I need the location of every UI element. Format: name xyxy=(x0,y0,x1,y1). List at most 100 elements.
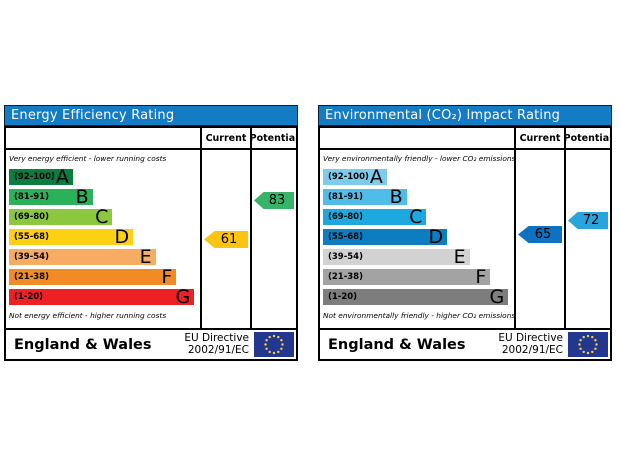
band-letter: F xyxy=(475,265,487,288)
band-row-b: (81-91) B xyxy=(323,185,511,208)
energy-efficiency-chart: Energy Efficiency Rating Very energy eff… xyxy=(4,105,298,361)
band-letter: D xyxy=(428,225,444,248)
caption-bottom: Not environmentally friendly - higher CO… xyxy=(323,311,514,320)
band-letter: B xyxy=(75,185,89,208)
potential-rating-arrow: 83 xyxy=(254,192,294,209)
band-row-c: (69-80) C xyxy=(323,205,511,228)
chart-title-bar: Energy Efficiency Rating xyxy=(4,105,298,126)
current-rating-arrow: 61 xyxy=(204,231,248,248)
band-g: (1-20) G xyxy=(9,285,195,308)
caption-top: Very environmentally friendly - lower CO… xyxy=(323,154,514,163)
band-range-label: (81-91) xyxy=(328,192,363,202)
band-c: (69-80) C xyxy=(9,205,113,228)
band-row-e: (39-54) E xyxy=(9,245,197,268)
potential-rating-value: 72 xyxy=(582,213,600,228)
band-letter: A xyxy=(55,165,69,188)
current-rating-value: 61 xyxy=(220,232,238,247)
chart-footer: England & Wales EU Directive 2002/91/EC xyxy=(318,330,612,361)
eu-directive-label: EU Directive 2002/91/EC xyxy=(498,332,563,356)
current-rating-value: 65 xyxy=(534,227,552,242)
band-range-label: (39-54) xyxy=(328,252,363,262)
band-row-a: (92-100) A xyxy=(323,165,511,188)
band-range-label: (55-68) xyxy=(328,232,363,242)
band-range-label: (69-80) xyxy=(14,212,49,222)
band-row-d: (55-68) D xyxy=(323,225,511,248)
column-header-current: Current xyxy=(202,128,250,150)
eu-directive-line2: 2002/91/EC xyxy=(187,343,249,356)
band-range-label: (39-54) xyxy=(14,252,49,262)
footer-region-label: England & Wales xyxy=(14,336,152,353)
footer-region-label: England & Wales xyxy=(328,336,466,353)
band-letter: B xyxy=(389,185,403,208)
band-d: (55-68) D xyxy=(323,225,448,248)
band-letter: A xyxy=(369,165,383,188)
current-rating-arrow: 65 xyxy=(518,226,562,243)
band-row-b: (81-91) B xyxy=(9,185,197,208)
column-header-potential: Potential xyxy=(250,128,298,150)
eu-directive-label: EU Directive 2002/91/EC xyxy=(184,332,249,356)
band-a: (92-100) A xyxy=(323,165,387,188)
band-row-f: (21-38) F xyxy=(9,265,197,288)
environmental-impact-chart: Environmental (CO₂) Impact Rating Very e… xyxy=(318,105,612,361)
band-row-g: (1-20) G xyxy=(9,285,197,308)
rating-table: Very environmentally friendly - lower CO… xyxy=(318,126,612,330)
band-b: (81-91) B xyxy=(9,185,93,208)
rating-table: Very energy efficient - lower running co… xyxy=(4,126,298,330)
potential-rating-value: 83 xyxy=(268,193,286,208)
chart-title-bar: Environmental (CO₂) Impact Rating xyxy=(318,105,612,126)
current-column: Current 61 xyxy=(200,128,250,328)
band-letter: G xyxy=(175,285,191,308)
band-letter: C xyxy=(409,205,423,228)
band-row-a: (92-100) A xyxy=(9,165,197,188)
band-d: (55-68) D xyxy=(9,225,134,248)
bands-area: Very energy efficient - lower running co… xyxy=(6,150,200,324)
current-column: Current 65 xyxy=(514,128,564,328)
potential-column: Potential 83 xyxy=(250,128,298,328)
band-letter: E xyxy=(453,245,466,268)
band-letter: C xyxy=(95,205,109,228)
band-letter: G xyxy=(489,285,505,308)
potential-rating-arrow: 72 xyxy=(568,212,608,229)
potential-column: Potential 72 xyxy=(564,128,612,328)
chart-footer: England & Wales EU Directive 2002/91/EC xyxy=(4,330,298,361)
caption-bottom: Not energy efficient - higher running co… xyxy=(9,311,167,320)
chart-title: Energy Efficiency Rating xyxy=(11,108,175,123)
bands-column-header xyxy=(6,128,200,150)
chart-title: Environmental (CO₂) Impact Rating xyxy=(325,108,561,123)
band-f: (21-38) F xyxy=(9,265,177,288)
eu-directive-line1: EU Directive xyxy=(498,332,563,344)
eu-flag-icon xyxy=(254,332,294,357)
band-letter: F xyxy=(161,265,173,288)
band-range-label: (21-38) xyxy=(328,272,363,282)
band-range-label: (92-100) xyxy=(14,172,55,182)
bands-area: Very environmentally friendly - lower CO… xyxy=(320,150,514,324)
band-range-label: (81-91) xyxy=(14,192,49,202)
band-c: (69-80) C xyxy=(323,205,427,228)
eu-directive-line2: 2002/91/EC xyxy=(501,343,563,356)
band-f: (21-38) F xyxy=(323,265,491,288)
bands-column: Very environmentally friendly - lower CO… xyxy=(320,128,514,328)
band-row-g: (1-20) G xyxy=(323,285,511,308)
caption-top: Very energy efficient - lower running co… xyxy=(9,154,167,163)
column-header-current: Current xyxy=(516,128,564,150)
band-range-label: (1-20) xyxy=(14,292,44,302)
band-letter: D xyxy=(114,225,130,248)
band-e: (39-54) E xyxy=(323,245,470,268)
column-header-potential: Potential xyxy=(564,128,612,150)
band-e: (39-54) E xyxy=(9,245,156,268)
band-row-f: (21-38) F xyxy=(323,265,511,288)
band-range-label: (69-80) xyxy=(328,212,363,222)
band-range-label: (92-100) xyxy=(328,172,369,182)
eu-flag-icon xyxy=(568,332,608,357)
eu-directive-line1: EU Directive xyxy=(184,332,249,344)
band-row-d: (55-68) D xyxy=(9,225,197,248)
band-range-label: (55-68) xyxy=(14,232,49,242)
band-b: (81-91) B xyxy=(323,185,407,208)
band-row-e: (39-54) E xyxy=(323,245,511,268)
band-letter: E xyxy=(139,245,152,268)
band-a: (92-100) A xyxy=(9,165,73,188)
bands-column: Very energy efficient - lower running co… xyxy=(6,128,200,328)
band-range-label: (1-20) xyxy=(328,292,358,302)
band-row-c: (69-80) C xyxy=(9,205,197,228)
